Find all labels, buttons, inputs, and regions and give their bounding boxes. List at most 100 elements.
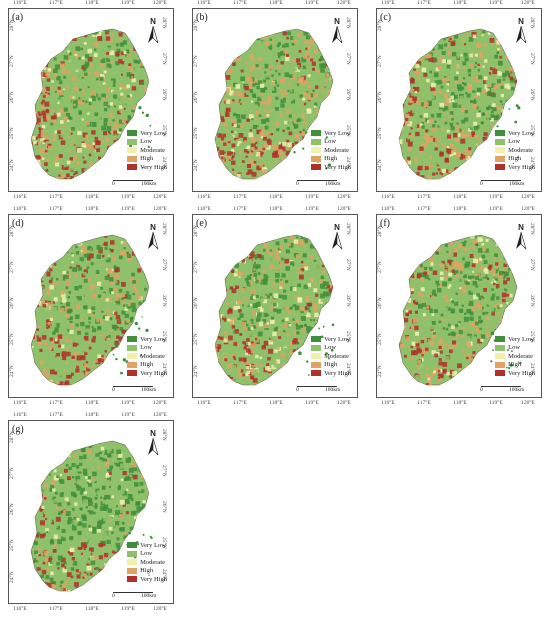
legend-item: Moderate bbox=[311, 146, 351, 155]
scale-start-label: 0 bbox=[112, 387, 115, 393]
latitude-tick-label: 27°N bbox=[161, 259, 168, 271]
legend-swatch bbox=[495, 147, 506, 154]
legend-item: High bbox=[495, 361, 535, 370]
longitude-tick-label: 119°E bbox=[121, 606, 135, 612]
map-panel: 116°E 116°E 117°E 117°E 118°E 118°E 119°E 119°E… bbox=[2, 0, 182, 200]
legend-swatch bbox=[311, 155, 322, 162]
legend-label: Moderate bbox=[140, 352, 165, 360]
map-panel: 116°E 116°E 117°E 117°E 118°E 118°E 119°E 119°E… bbox=[370, 0, 550, 200]
longitude-tick-label: 118°E bbox=[85, 400, 99, 406]
panel-label: (e) bbox=[196, 218, 208, 229]
legend-item: Very Low bbox=[311, 335, 351, 344]
legend-swatch bbox=[311, 336, 322, 343]
map-panel: 116°E 116°E 117°E 117°E 118°E 118°E 119°E 119°E… bbox=[186, 206, 366, 406]
legend-swatch bbox=[127, 344, 138, 351]
north-label: N bbox=[518, 223, 524, 232]
scale-end-label: 100km bbox=[509, 181, 525, 187]
fujian-map bbox=[214, 234, 335, 386]
latitude-tick-label: 26°N bbox=[161, 295, 168, 307]
longitude-tick-label: 120°E bbox=[153, 206, 167, 212]
longitude-tick-label: 116°E bbox=[197, 0, 211, 6]
longitude-tick-label: 116°E bbox=[381, 0, 395, 6]
latitude-tick-label: 26°N bbox=[9, 503, 15, 515]
latitude-tick-label: 26°N bbox=[193, 91, 199, 103]
longitude-tick-label: 117°E bbox=[417, 194, 431, 200]
legend-label: High bbox=[140, 361, 154, 369]
legend-label: Low bbox=[140, 344, 153, 352]
legend-swatch bbox=[127, 576, 138, 583]
legend-label: Very High bbox=[508, 163, 535, 171]
latitude-tick-label: 27°N bbox=[193, 55, 199, 67]
legend-label: Very Low bbox=[140, 129, 166, 137]
latitude-tick-label: 27°N bbox=[529, 259, 536, 271]
legend-label: Low bbox=[324, 138, 337, 146]
scale-start-label: 0 bbox=[112, 181, 115, 187]
latitude-tick-label: 28°N bbox=[161, 223, 168, 235]
scale-bar: 0 100km bbox=[112, 589, 163, 601]
latitude-tick-label: 27°N bbox=[9, 261, 15, 273]
latitude-tick-label: 26°N bbox=[9, 91, 15, 103]
legend-swatch bbox=[495, 353, 506, 360]
legend-swatch bbox=[495, 361, 506, 368]
legend-label: Low bbox=[140, 138, 153, 146]
north-arrow-icon: N bbox=[145, 223, 161, 251]
scale-end-label: 100km bbox=[325, 387, 341, 393]
longitude-tick-label: 117°E bbox=[417, 206, 431, 212]
scale-bar: 0 100km bbox=[480, 383, 531, 395]
longitude-tick-label: 118°E bbox=[269, 0, 283, 6]
legend-label: Very Low bbox=[324, 129, 350, 137]
legend-swatch bbox=[127, 567, 138, 574]
legend-item: Moderate bbox=[495, 146, 535, 155]
latitude-tick-label: 27°N bbox=[345, 259, 352, 271]
legend-label: Very Low bbox=[324, 335, 350, 343]
latitude-tick-label: 28°N bbox=[345, 223, 352, 235]
legend-label: Low bbox=[508, 344, 521, 352]
legend-label: Low bbox=[324, 344, 337, 352]
legend-item: Moderate bbox=[311, 352, 351, 361]
fujian-map bbox=[30, 234, 150, 386]
latitude-tick-label: 27°N bbox=[161, 465, 168, 477]
legend-swatch bbox=[127, 559, 138, 566]
legend-label: Moderate bbox=[508, 352, 533, 360]
legend-swatch bbox=[127, 155, 138, 162]
longitude-tick-label: 119°E bbox=[121, 206, 135, 212]
north-arrow-icon: N bbox=[329, 223, 345, 251]
latitude-tick-label: 24°N bbox=[9, 571, 15, 583]
legend: Very Low Low Moderate High Very High bbox=[127, 541, 167, 584]
longitude-tick-label: 117°E bbox=[417, 400, 431, 406]
legend-item: Very High bbox=[311, 163, 351, 172]
latitude-tick-label: 28°N bbox=[529, 223, 536, 235]
legend-swatch bbox=[127, 361, 138, 368]
north-label: N bbox=[150, 17, 156, 26]
longitude-tick-label: 117°E bbox=[49, 0, 63, 6]
latitude-tick-label: 26°N bbox=[345, 89, 352, 101]
longitude-tick-label: 119°E bbox=[489, 206, 503, 212]
latitude-tick-label: 28°N bbox=[161, 17, 168, 29]
latitude-tick-label: 26°N bbox=[529, 89, 536, 101]
north-arrow-icon: N bbox=[145, 17, 161, 45]
map-panel: 116°E 116°E 117°E 117°E 118°E 118°E 119°E 119°E… bbox=[370, 206, 550, 406]
latitude-tick-label: 26°N bbox=[161, 89, 168, 101]
longitude-tick-label: 118°E bbox=[453, 194, 467, 200]
legend-item: Very High bbox=[495, 369, 535, 378]
legend-swatch bbox=[495, 130, 506, 137]
latitude-tick-label: 27°N bbox=[161, 53, 168, 65]
longitude-tick-label: 119°E bbox=[489, 400, 503, 406]
legend-label: Moderate bbox=[140, 558, 165, 566]
legend-label: Very Low bbox=[508, 129, 534, 137]
scale-end-label: 100km bbox=[141, 181, 157, 187]
longitude-tick-label: 120°E bbox=[337, 400, 351, 406]
legend: Very Low Low Moderate High Very High bbox=[127, 129, 167, 172]
panel-label: (c) bbox=[380, 12, 392, 23]
legend-label: Very High bbox=[140, 163, 167, 171]
legend-item: Low bbox=[495, 344, 535, 353]
legend: Very Low Low Moderate High Very High bbox=[311, 335, 351, 378]
scale-bar: 0 100km bbox=[112, 177, 163, 189]
legend-swatch bbox=[127, 370, 138, 377]
latitude-tick-label: 26°N bbox=[377, 297, 383, 309]
map-frame: 28°N 28°N 27°N 27°N 26°N 26°N 25°N 25°N 24°N 24°N… bbox=[376, 8, 542, 192]
longitude-tick-label: 120°E bbox=[153, 606, 167, 612]
longitude-tick-label: 117°E bbox=[417, 0, 431, 6]
north-label: N bbox=[518, 17, 524, 26]
longitude-tick-label: 118°E bbox=[453, 0, 467, 6]
